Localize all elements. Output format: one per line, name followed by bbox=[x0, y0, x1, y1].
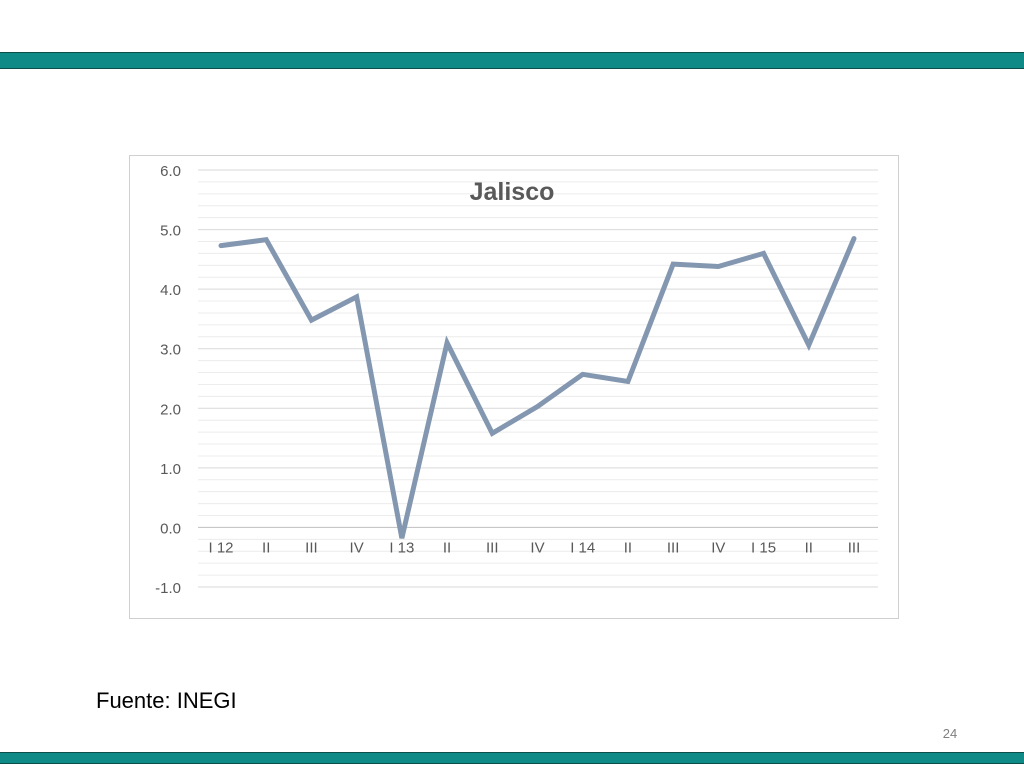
x-tick-label: II bbox=[624, 539, 632, 556]
x-tick-label: I 12 bbox=[208, 539, 233, 556]
x-tick-label: I 15 bbox=[751, 539, 776, 556]
minor-gridlines bbox=[198, 181, 878, 576]
header-accent-bar bbox=[0, 52, 1024, 69]
x-tick-label: IV bbox=[530, 539, 544, 556]
major-gridlines bbox=[198, 169, 878, 588]
x-tick-label: III bbox=[486, 539, 499, 556]
x-tick-label: III bbox=[848, 539, 861, 556]
x-tick-label: II bbox=[262, 539, 270, 556]
series-line bbox=[218, 236, 857, 539]
x-tick-label: I 13 bbox=[389, 539, 414, 556]
y-tick-label: -1.0 bbox=[155, 580, 181, 597]
source-note: Fuente: INEGI bbox=[96, 688, 237, 713]
y-tick-label: 4.0 bbox=[160, 282, 181, 299]
x-axis-tick-labels: I 12 II III IV I 13 II III IV I 14 II III IV I 15 II I… bbox=[208, 539, 860, 556]
y-tick-label: 3.0 bbox=[160, 342, 181, 359]
x-tick-label: III bbox=[667, 539, 680, 556]
page-number: 24 bbox=[942, 726, 958, 741]
footer-accent-bar bbox=[0, 752, 1024, 764]
x-tick-label: IV bbox=[350, 539, 364, 556]
x-tick-label: II bbox=[443, 539, 451, 556]
x-tick-label: III bbox=[305, 539, 318, 556]
y-tick-label: 2.0 bbox=[160, 401, 181, 418]
y-tick-label: 1.0 bbox=[160, 461, 181, 478]
y-tick-label: 0.0 bbox=[160, 520, 181, 537]
x-tick-label: IV bbox=[711, 539, 725, 556]
y-tick-label: 6.0 bbox=[160, 163, 181, 180]
y-axis-tick-labels: 6.0 5.0 4.0 3.0 2.0 1.0 0.0 -1.0 bbox=[155, 163, 181, 597]
x-tick-label: II bbox=[805, 539, 813, 556]
chart-frame bbox=[129, 155, 899, 619]
x-tick-label: I 14 bbox=[570, 539, 595, 556]
chart-title-wrap: Jalisco bbox=[0, 178, 1024, 207]
chart-title: Jalisco bbox=[469, 178, 555, 206]
series-group bbox=[218, 236, 857, 539]
y-tick-label: 5.0 bbox=[160, 223, 181, 240]
